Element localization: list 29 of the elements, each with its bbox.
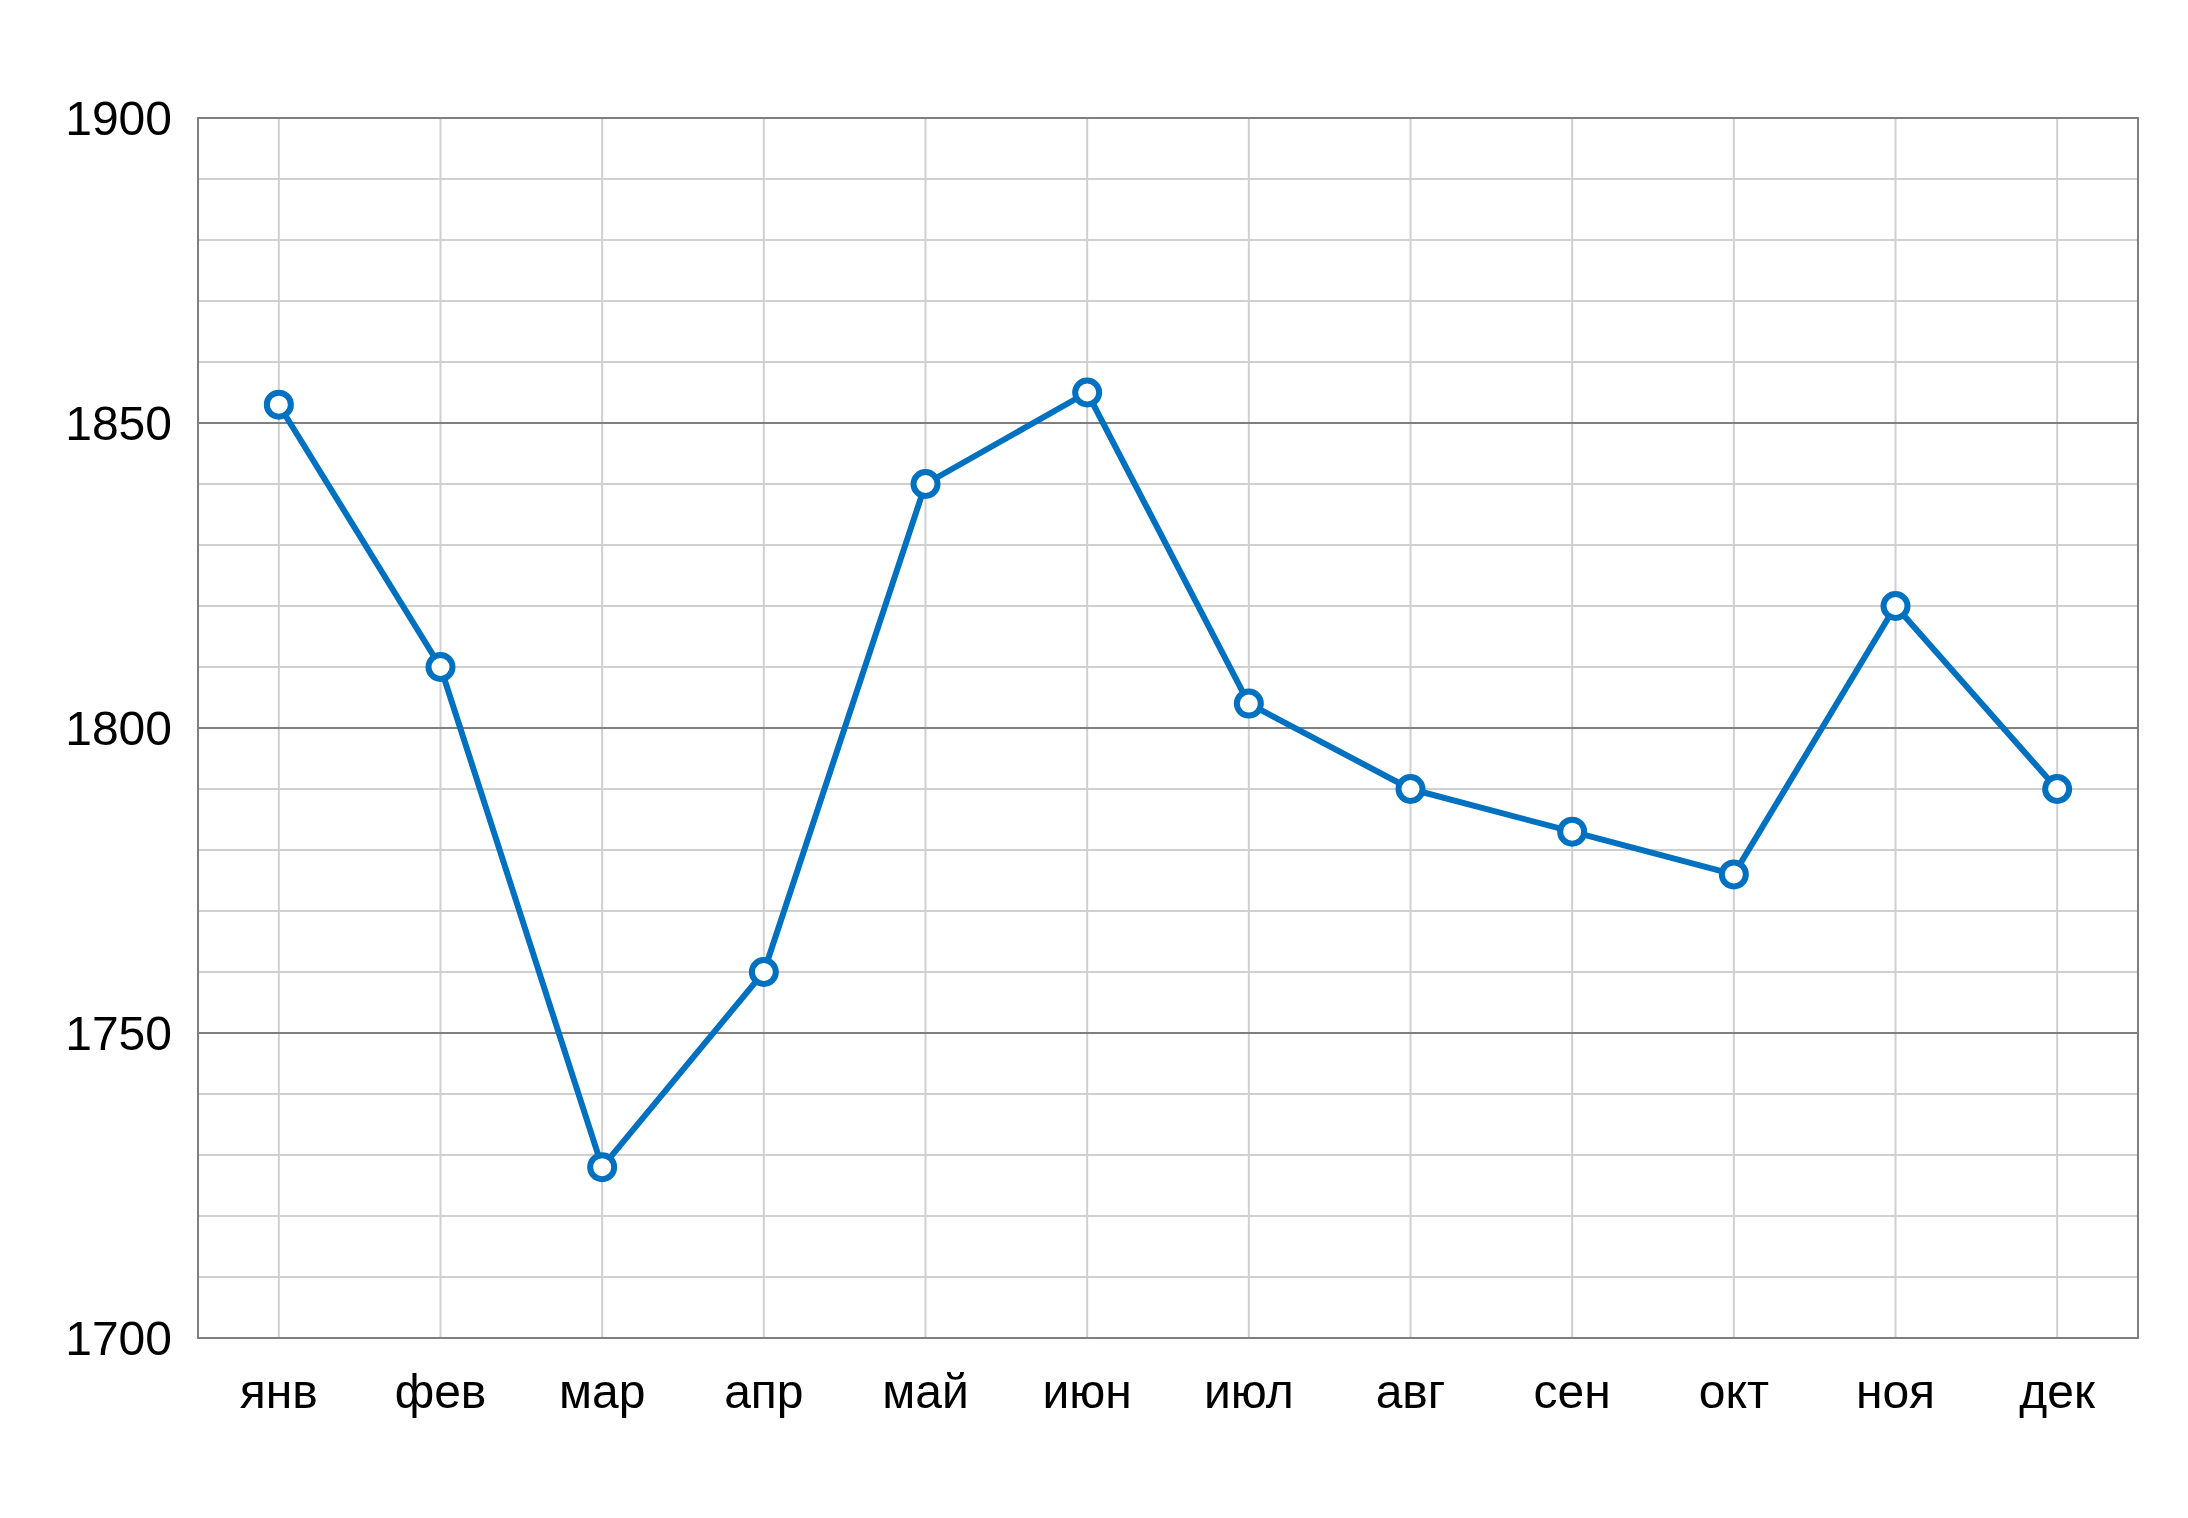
y-tick-label: 1800 — [65, 702, 172, 756]
point — [748, 957, 779, 987]
point — [1233, 688, 1264, 719]
x-tick-label: дек — [2019, 1365, 2097, 1419]
point — [910, 469, 941, 499]
point — [1880, 591, 1911, 621]
point — [587, 1152, 618, 1183]
point — [1072, 377, 1103, 408]
y-tick-label: 1750 — [65, 1007, 172, 1061]
x-tick-label: авг — [1375, 1365, 1446, 1419]
x-tick-label: янв — [239, 1365, 318, 1419]
x-tick-label: ноя — [1855, 1365, 1936, 1419]
x-tick-label: сен — [1533, 1365, 1611, 1419]
point — [1718, 859, 1749, 890]
y-tick-label: 1900 — [65, 92, 172, 146]
point — [2042, 774, 2073, 804]
x-tick-label: окт — [1698, 1365, 1769, 1419]
x-tick-label: май — [882, 1365, 969, 1419]
x-tick-label: мар — [558, 1365, 646, 1419]
point — [425, 652, 456, 682]
y-tick-label: 1700 — [65, 1312, 172, 1366]
point — [263, 389, 294, 420]
x-tick-label: апр — [724, 1365, 804, 1419]
point — [1557, 816, 1588, 847]
x-tick-label: июн — [1042, 1365, 1132, 1419]
point — [1395, 774, 1426, 804]
y-tick-label: 1850 — [65, 397, 172, 451]
x-tick-label: фев — [394, 1365, 487, 1419]
x-tick-label: июл — [1203, 1365, 1294, 1419]
